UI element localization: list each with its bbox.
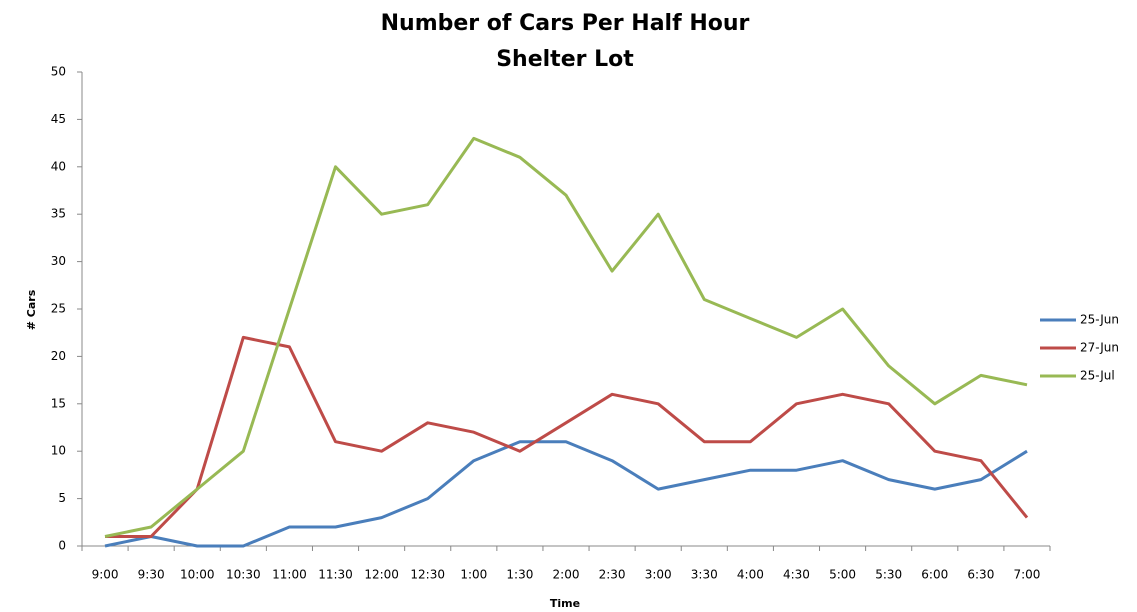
x-tick-label: 4:30: [783, 568, 810, 582]
legend-label: 25-Jun: [1080, 313, 1119, 327]
legend-label: 25-Jul: [1080, 369, 1115, 383]
y-tick-label: 20: [51, 349, 66, 363]
chart-subtitle: Shelter Lot: [496, 47, 634, 72]
x-tick-label: 12:00: [364, 568, 399, 582]
x-tick-label: 5:00: [829, 568, 856, 582]
x-tick-label: 6:00: [921, 568, 948, 582]
x-tick-label: 3:00: [645, 568, 672, 582]
x-tick-label: 1:00: [460, 568, 487, 582]
series-line: [104, 136, 1028, 538]
x-tick-label: 3:30: [691, 568, 718, 582]
x-tick-label: 11:30: [318, 568, 353, 582]
x-tick-label: 2:00: [553, 568, 580, 582]
x-tick-label: 5:30: [875, 568, 902, 582]
x-tick-label: 9:30: [138, 568, 165, 582]
series-line: [104, 440, 1028, 548]
y-tick-label: 5: [58, 491, 66, 505]
x-tick-label: 2:30: [599, 568, 626, 582]
x-tick-label: 10:30: [226, 568, 261, 582]
x-tick-label: 4:00: [737, 568, 764, 582]
x-tick-label: 11:00: [272, 568, 307, 582]
x-tick-label: 9:00: [92, 568, 119, 582]
x-tick-label: 6:30: [967, 568, 994, 582]
x-axis-title: Time: [550, 597, 580, 610]
y-tick-label: 35: [51, 207, 66, 221]
y-tick-label: 45: [51, 112, 66, 126]
y-tick-label: 40: [51, 159, 66, 173]
y-axis-title: # Cars: [25, 289, 38, 330]
y-tick-label: 30: [51, 254, 66, 268]
chart-title: Number of Cars Per Half Hour: [381, 11, 750, 36]
y-tick-label: 15: [51, 396, 66, 410]
y-tick-label: 50: [51, 65, 66, 79]
y-tick-label: 10: [51, 444, 66, 458]
y-tick-label: 25: [51, 302, 66, 316]
x-tick-label: 10:00: [180, 568, 215, 582]
x-tick-label: 1:30: [506, 568, 533, 582]
x-tick-label: 12:30: [410, 568, 445, 582]
x-tick-label: 7:00: [1013, 568, 1040, 582]
legend-label: 27-Jun: [1080, 341, 1119, 355]
series-line: [105, 335, 1029, 538]
y-tick-label: 0: [58, 539, 66, 553]
